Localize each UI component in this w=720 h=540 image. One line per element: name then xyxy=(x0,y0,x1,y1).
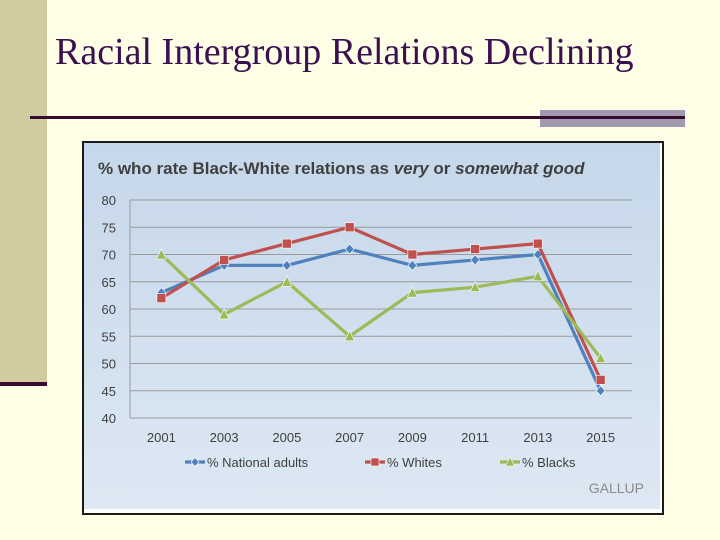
data-point-square xyxy=(370,457,380,467)
data-point-diamond xyxy=(407,259,418,271)
data-point-diamond xyxy=(344,243,355,255)
data-point-square xyxy=(219,255,229,265)
data-point-diamond xyxy=(470,254,481,266)
data-point-triangle xyxy=(155,248,167,260)
y-tick-label: 60 xyxy=(102,302,116,317)
data-point-square xyxy=(595,375,606,385)
chart-title-part: somewhat good xyxy=(455,159,585,178)
data-point-triangle xyxy=(281,275,293,287)
legend-label: % National adults xyxy=(207,455,309,470)
series-square xyxy=(156,222,606,385)
legend-label: % Blacks xyxy=(522,455,576,470)
data-point-triangle xyxy=(532,270,544,282)
data-point-triangle xyxy=(218,308,230,320)
chart-gridlines xyxy=(130,199,632,419)
legend-item: % National adults xyxy=(185,455,309,470)
data-point-square xyxy=(282,238,292,249)
y-tick-label: 65 xyxy=(102,275,116,290)
series-line xyxy=(159,252,603,360)
data-point-square xyxy=(470,244,480,254)
y-axis: 40 45 50 55 60 65 70 75 80 xyxy=(102,193,131,426)
title-rule-overlay xyxy=(540,116,685,119)
data-point-diamond xyxy=(190,457,200,467)
chart-series xyxy=(155,222,607,397)
data-point-square xyxy=(156,293,167,303)
data-point-square xyxy=(344,222,355,233)
data-point-triangle xyxy=(469,281,481,292)
y-tick-label: 50 xyxy=(102,357,116,372)
series-line xyxy=(159,225,603,382)
slide-side-bar xyxy=(0,0,47,384)
chart-title-part: or xyxy=(429,159,455,178)
data-point-square xyxy=(407,249,418,260)
y-tick-label: 45 xyxy=(102,384,116,399)
title-rule xyxy=(30,116,540,119)
chart-title-part: very xyxy=(394,159,431,178)
x-tick-label: 2001 xyxy=(147,430,176,445)
x-tick-label: 2011 xyxy=(461,430,489,445)
line-chart: % who rate Black-White relations as very… xyxy=(84,143,660,509)
x-tick-label: 2013 xyxy=(523,430,552,445)
legend-item: % Whites xyxy=(365,455,442,470)
data-point-diamond xyxy=(281,259,292,271)
x-tick-label: 2015 xyxy=(586,430,615,445)
data-point-diamond xyxy=(595,385,606,397)
x-tick-label: 2007 xyxy=(335,430,364,445)
x-tick-label: 2009 xyxy=(398,430,427,445)
chart-title: % who rate Black-White relations as very… xyxy=(98,159,585,178)
data-point-triangle xyxy=(505,456,515,467)
chart-background xyxy=(84,143,660,509)
data-point-triangle xyxy=(406,286,418,298)
y-tick-label: 75 xyxy=(102,220,116,235)
y-tick-label: 55 xyxy=(102,329,116,344)
x-tick-label: 2003 xyxy=(210,430,239,445)
legend-label: % Whites xyxy=(387,455,442,470)
series-line xyxy=(159,247,603,393)
legend-item: % Blacks xyxy=(500,455,576,470)
data-point-triangle xyxy=(595,351,607,363)
data-point-square xyxy=(533,238,543,249)
chart-title-part: % who rate Black-White relations as xyxy=(98,159,394,178)
y-tick-label: 80 xyxy=(102,193,116,208)
slide-title: Racial Intergroup Relations Declining xyxy=(55,31,634,73)
y-tick-label: 70 xyxy=(102,248,116,263)
side-bar-accent xyxy=(0,382,47,386)
chart-legend: % National adults % Whites % Blacks xyxy=(185,455,576,470)
series-triangle xyxy=(155,248,607,363)
x-axis: 2001 2003 2005 2007 2009 2011 2013 2015 xyxy=(147,430,615,445)
y-tick-label: 40 xyxy=(102,411,116,426)
data-point-triangle xyxy=(344,330,356,342)
x-tick-label: 2005 xyxy=(272,430,301,445)
gallup-logo: GALLUP xyxy=(589,480,644,496)
